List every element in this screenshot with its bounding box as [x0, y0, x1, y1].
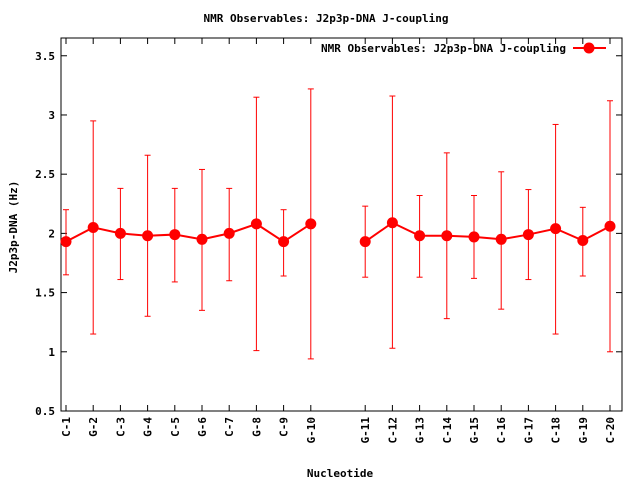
data-point	[278, 236, 290, 248]
series-line	[364, 221, 611, 243]
y-tick-label: 3	[48, 109, 55, 122]
x-tick-label: C-18	[550, 417, 563, 444]
data-point	[87, 221, 99, 233]
x-tick-label: G-10	[305, 417, 318, 444]
plot-frame	[60, 37, 623, 412]
data-point	[386, 217, 398, 229]
x-tick-label: C-5	[169, 417, 182, 437]
data-point	[250, 218, 262, 230]
data-point	[196, 233, 208, 245]
x-tick-label: G-17	[522, 417, 535, 444]
data-point	[169, 229, 181, 241]
data-point	[223, 227, 235, 239]
series-line	[65, 222, 312, 243]
x-tick-label: C-1	[60, 417, 73, 437]
data-point	[577, 234, 589, 246]
x-tick-label: C-9	[278, 417, 291, 437]
x-tick-label: C-7	[223, 417, 236, 437]
x-tick-label: C-3	[114, 417, 127, 437]
y-tick-label: 2	[48, 227, 55, 240]
data-point	[60, 236, 72, 248]
data-point	[142, 230, 154, 242]
plot-area: 0.5 1 1.5 2 2.5 3 3.5 C-1 G-2 C-3 G-4 C-5 G-6 C-7 G-8 C…	[35, 37, 623, 444]
data-point	[550, 223, 562, 235]
data-point	[441, 230, 453, 242]
y-tick-label: 0.5	[35, 405, 55, 418]
y-axis-label: J2p3p-DNA (Hz)	[7, 181, 20, 274]
x-tick-label: G-11	[359, 417, 372, 444]
x-tick-label: C-16	[495, 417, 508, 444]
x-tick-label: G-13	[414, 417, 427, 444]
x-axis-label: Nucleotide	[307, 467, 374, 480]
chart-title: NMR Observables: J2p3p-DNA J-coupling	[203, 12, 448, 25]
y-tick-label: 2.5	[35, 168, 55, 181]
x-tick-label: G-4	[142, 417, 155, 437]
data-point	[522, 229, 534, 241]
data-point	[604, 220, 616, 232]
data-point	[414, 230, 426, 242]
legend-label: NMR Observables: J2p3p-DNA J-coupling	[321, 42, 566, 55]
x-tick-label: G-6	[196, 417, 209, 437]
x-tick-label: G-19	[577, 417, 590, 444]
data-point	[468, 231, 480, 243]
x-tick-label: C-14	[441, 417, 454, 444]
data-point	[495, 233, 507, 245]
legend-marker-swatch	[583, 42, 595, 54]
y-tick-label: 3.5	[35, 50, 55, 63]
data-point	[305, 218, 317, 230]
x-tick-label: G-2	[87, 417, 100, 437]
y-tick-label: 1.5	[35, 287, 55, 300]
data-point	[359, 236, 371, 248]
x-tick-label: G-8	[250, 417, 263, 437]
x-tick-label: C-12	[386, 417, 399, 444]
y-tick-label: 1	[48, 346, 55, 359]
data-point	[114, 227, 126, 239]
x-tick-label: G-15	[468, 417, 481, 444]
x-tick-label: C-20	[604, 417, 617, 444]
legend: NMR Observables: J2p3p-DNA J-coupling	[321, 42, 606, 55]
